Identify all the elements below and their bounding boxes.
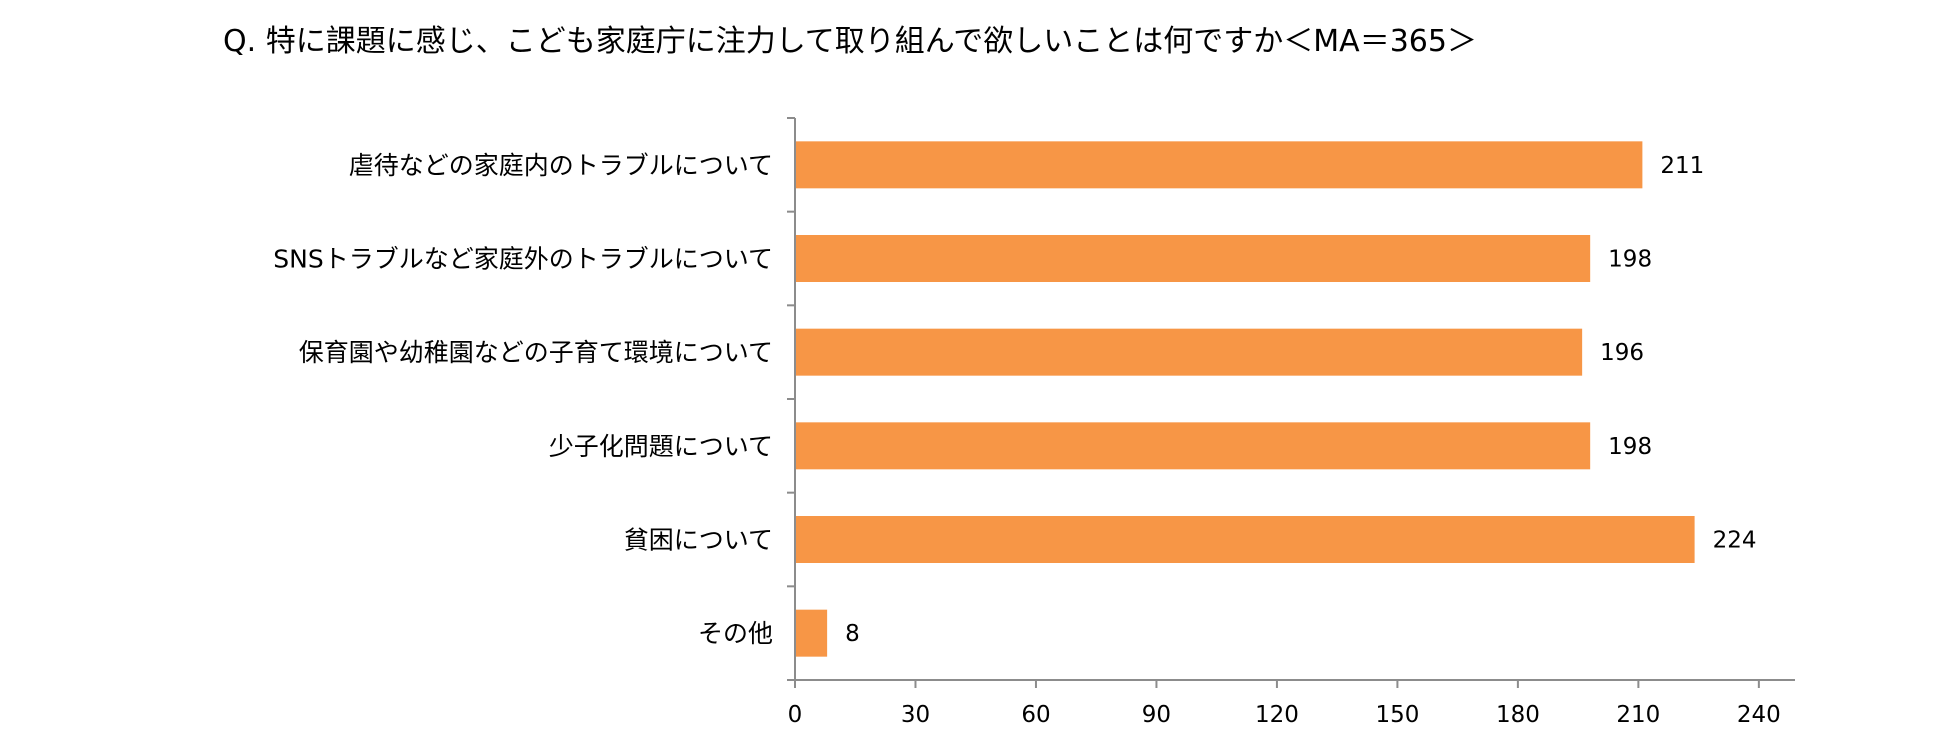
- x-tick-label-8: 240: [1737, 702, 1781, 728]
- x-tick-label-1: 30: [901, 702, 930, 728]
- bar-2: [796, 328, 1583, 376]
- value-label-1: 198: [1608, 247, 1652, 273]
- bar-5: [796, 609, 828, 657]
- x-tick-label-4: 120: [1255, 702, 1299, 728]
- axis-layer: 0 30 60 90 120 150 180 210 240: [787, 117, 1795, 728]
- bar-3: [796, 422, 1591, 470]
- x-tick-label-3: 90: [1142, 702, 1171, 728]
- value-label-2: 196: [1600, 340, 1644, 366]
- x-tick-label-0: 0: [788, 702, 803, 728]
- labels-layer: 虐待などの家庭内のトラブルについて 211 SNSトラブルなど家庭外のトラブルについ…: [273, 151, 1756, 648]
- value-label-3: 198: [1608, 434, 1652, 460]
- bar-0: [796, 141, 1643, 189]
- bar-4: [796, 516, 1695, 563]
- value-label-4: 224: [1713, 528, 1757, 554]
- category-label-5: その他: [698, 619, 773, 648]
- category-label-3: 少子化問題について: [549, 432, 773, 461]
- x-tick-label-7: 210: [1616, 702, 1660, 728]
- chart-title: Q. 特に課題に感じ、こども家庭庁に注力して取り組んで欲しいことは何ですか＜MA…: [223, 24, 1477, 59]
- category-label-4: 貧困について: [624, 526, 773, 555]
- bar-1: [796, 235, 1591, 282]
- category-label-1: SNSトラブルなど家庭外のトラブルについて: [273, 245, 773, 274]
- value-label-5: 8: [845, 621, 860, 647]
- category-label-0: 虐待などの家庭内のトラブルについて: [349, 151, 773, 180]
- category-label-2: 保育園や幼稚園などの子育て環境について: [299, 338, 773, 367]
- x-tick-label-2: 60: [1021, 702, 1050, 728]
- value-label-0: 211: [1660, 153, 1704, 179]
- bars-layer: [796, 141, 1695, 657]
- x-tick-label-5: 150: [1375, 702, 1419, 728]
- x-tick-label-6: 180: [1496, 702, 1540, 728]
